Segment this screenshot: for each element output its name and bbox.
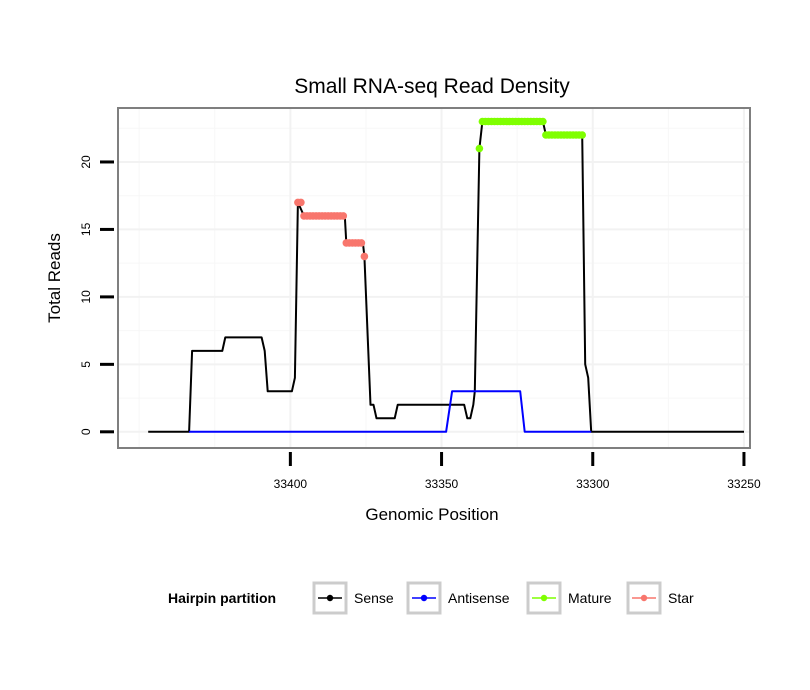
series-star-point: [339, 212, 348, 220]
series-star-point: [297, 198, 305, 207]
series-star-point: [357, 239, 366, 247]
legend-entry-antisense: Antisense: [406, 581, 510, 615]
series-star-point: [360, 252, 369, 261]
plot-border: [117, 107, 751, 449]
legend: Hairpin partition Sense Antisense Mature…: [168, 581, 694, 615]
y-axis-label: Total Reads: [45, 233, 64, 323]
series-lines: [148, 120, 744, 433]
legend-label-antisense: Antisense: [448, 590, 510, 606]
x-tick-label: 33350: [425, 477, 459, 491]
legend-key-star-dot: [640, 594, 648, 602]
series-mature-point: [475, 144, 484, 153]
chart-title: Small RNA-seq Read Density: [294, 75, 570, 98]
y-tick-label: 5: [79, 361, 93, 368]
y-tick-label: 15: [79, 222, 93, 236]
y-tick-label: 10: [79, 290, 93, 304]
legend-label-sense: Sense: [354, 590, 394, 606]
series-mature-point: [578, 131, 586, 139]
legend-entry-star: Star: [626, 581, 694, 615]
x-tick-label: 33250: [727, 477, 761, 491]
x-tick-label: 33300: [576, 477, 610, 491]
x-tick-label: 33400: [274, 477, 308, 491]
legend-key-antisense-dot: [420, 594, 428, 602]
series-mature-point: [539, 117, 547, 126]
y-tick-label: 20: [79, 155, 93, 169]
series-antisense-line: [189, 390, 592, 433]
grid-minor: [118, 108, 750, 448]
legend-key-mature-dot: [540, 594, 548, 602]
plot-panel: [118, 108, 750, 448]
series-sense-line: [148, 120, 744, 433]
legend-label-star: Star: [668, 590, 694, 606]
series-points: [294, 117, 586, 261]
x-axis: 33400 33350 33300 33250: [274, 452, 761, 491]
legend-title: Hairpin partition: [168, 590, 276, 606]
plot-area: [117, 107, 751, 449]
legend-entry-sense: Sense: [312, 581, 394, 615]
y-tick-label: 0: [79, 428, 93, 435]
legend-label-mature: Mature: [568, 590, 612, 606]
y-axis: 0 5 10 15 20: [79, 155, 114, 435]
legend-key-sense-dot: [326, 594, 334, 602]
x-axis-label: Genomic Position: [365, 505, 498, 524]
legend-entry-mature: Mature: [526, 581, 612, 615]
